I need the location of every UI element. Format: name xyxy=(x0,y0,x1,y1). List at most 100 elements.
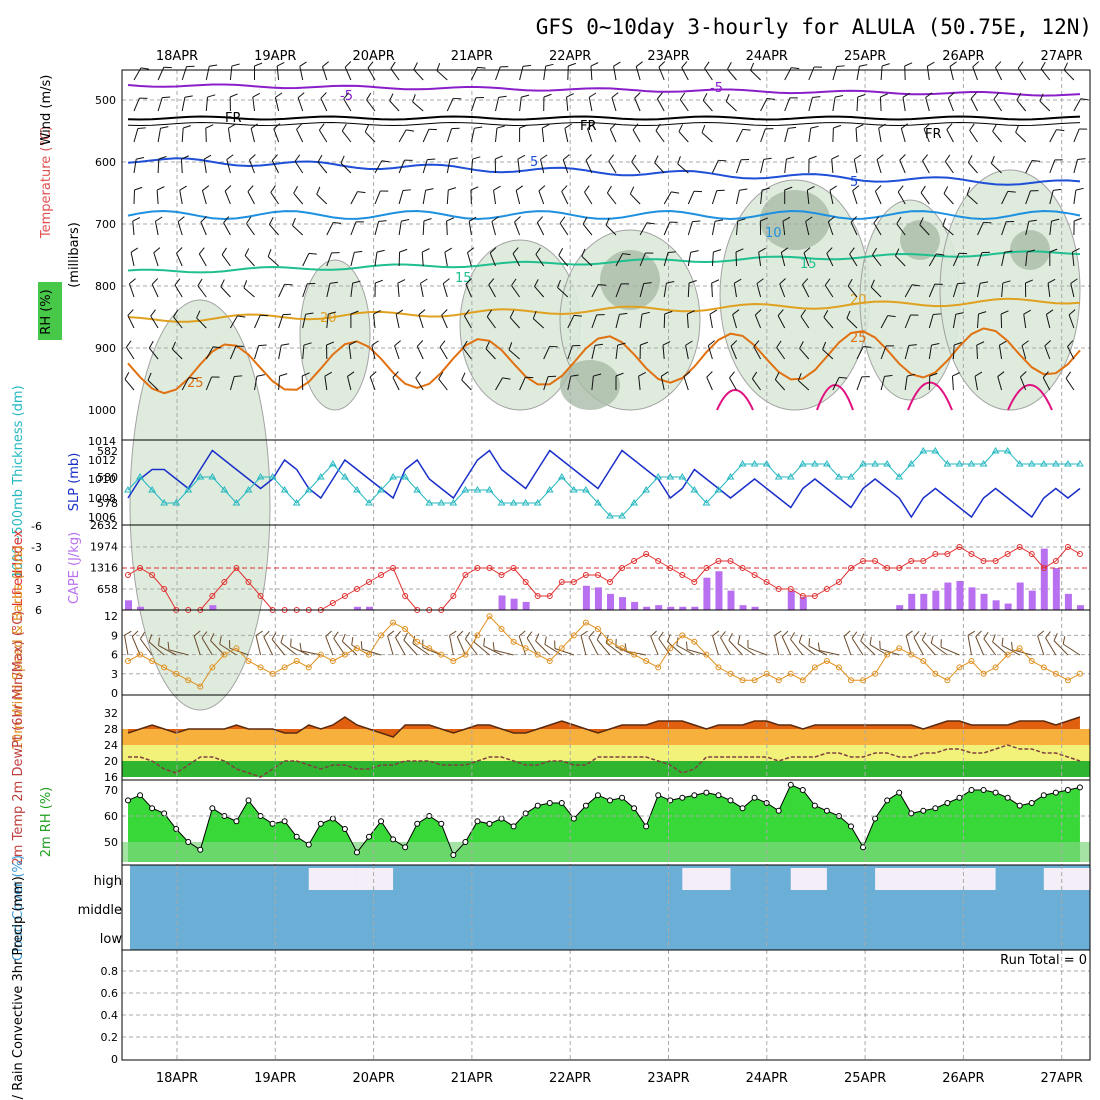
wind-barb xyxy=(952,344,955,360)
li-marker xyxy=(932,551,939,557)
thickness-marker xyxy=(160,499,169,506)
wind-barb-flag xyxy=(849,247,855,255)
wind-barb xyxy=(1044,345,1051,360)
precip-tick: 0.6 xyxy=(101,987,119,1000)
wind-barb-flag xyxy=(340,155,345,164)
wind10-marker xyxy=(209,664,216,671)
wind-barb xyxy=(180,158,183,174)
wind-barb-flag xyxy=(901,123,909,129)
wind-barb-flag xyxy=(446,217,455,222)
wind-barb xyxy=(483,645,502,656)
wind-barb-flag xyxy=(538,185,546,192)
wind-barb xyxy=(201,190,207,205)
wind-barb xyxy=(292,225,304,236)
wind-barb xyxy=(639,222,648,236)
wind-barb-flag xyxy=(562,154,570,161)
wind-barb xyxy=(969,130,978,143)
wind-barb xyxy=(976,344,978,360)
thickness-marker xyxy=(365,499,373,506)
rh-marker xyxy=(305,841,312,848)
wind-barb xyxy=(803,252,810,267)
wind-barb xyxy=(446,98,454,112)
wind-barb-flag xyxy=(343,92,349,100)
wind-barb xyxy=(133,159,137,174)
wind-barb xyxy=(364,131,376,143)
thickness-marker xyxy=(244,486,253,493)
wind-barb xyxy=(316,193,328,205)
wind-barb-flag xyxy=(635,61,643,67)
wind-barb-flag xyxy=(904,62,913,67)
wind-barb xyxy=(899,159,906,174)
cloud-high-gap xyxy=(790,868,827,890)
wind-barb-flag xyxy=(873,216,880,224)
wind-barb xyxy=(519,66,524,81)
wind-barb-flag xyxy=(606,185,612,194)
wind-barb xyxy=(422,190,427,205)
wind-barb-flag xyxy=(970,92,977,99)
li-marker xyxy=(137,565,144,571)
wind-barb-flag xyxy=(725,93,730,102)
wind-barb-flag xyxy=(271,154,278,161)
thickness-marker xyxy=(666,473,675,480)
wind-barb-flag xyxy=(492,642,495,651)
wind-barb-flag xyxy=(317,154,323,163)
wind10-marker xyxy=(269,670,276,677)
wind-barb-flag xyxy=(1039,93,1044,102)
date-label-bottom: 24APR xyxy=(746,1071,788,1086)
thickness-marker xyxy=(786,473,795,480)
li-tick: 3 xyxy=(35,583,42,596)
wind-barb-flag xyxy=(685,340,693,346)
wind-barb xyxy=(536,222,545,236)
wind-barb xyxy=(638,376,641,391)
wind-barb-flag xyxy=(972,61,980,68)
temp-contour-30 xyxy=(1007,384,1053,411)
wind-barb xyxy=(1016,99,1027,112)
cape-bar xyxy=(751,606,759,610)
wind-barb-flag xyxy=(390,61,396,69)
wind-barb-flag xyxy=(299,61,307,67)
wind10-marker xyxy=(522,645,529,652)
wind-barb-flag xyxy=(247,185,254,192)
wind-barb xyxy=(223,222,231,236)
wind-barb xyxy=(832,97,836,112)
wind-barb xyxy=(760,159,765,174)
wind-barb xyxy=(790,638,804,656)
temp-contour xyxy=(127,115,1081,121)
thickness-tick: 578 xyxy=(97,497,118,510)
wind-barb-flag xyxy=(540,154,548,160)
wind-barb-flag xyxy=(519,124,528,129)
wind-barb-flag xyxy=(148,340,154,349)
wind-barb-flag xyxy=(707,340,715,347)
wind-barb-flag xyxy=(824,278,831,286)
wind-barb-flag xyxy=(156,186,165,191)
wind-barb-flag xyxy=(294,154,301,162)
wind-barb xyxy=(782,221,786,236)
date-label-bottom: 20APR xyxy=(352,1071,394,1086)
wind-barb-flag xyxy=(664,310,673,315)
thickness-marker xyxy=(618,512,626,519)
wind-barb-flag xyxy=(184,95,193,98)
wind-barb-flag xyxy=(619,312,628,315)
slp-tick: 1006 xyxy=(88,511,116,524)
wind-barb-flag xyxy=(692,220,701,223)
wind-barb xyxy=(422,129,430,143)
wind-barb xyxy=(463,315,472,329)
wind-barb xyxy=(348,345,352,360)
wind-barb-flag xyxy=(403,632,408,641)
wind-barb-flag xyxy=(256,374,265,377)
cape-bar xyxy=(366,606,373,610)
temp-contour xyxy=(127,209,1081,221)
precip-tick: 0.8 xyxy=(101,965,119,978)
li-marker xyxy=(655,558,662,564)
wind-barb xyxy=(615,253,624,267)
wind-barb xyxy=(977,283,981,298)
li-marker xyxy=(703,565,710,571)
wind-barb xyxy=(566,97,569,112)
wind-barb xyxy=(1023,314,1027,329)
temp-line xyxy=(127,716,1081,738)
wind10-marker xyxy=(462,651,469,658)
wind-barb xyxy=(540,159,545,174)
li-tick: 6 xyxy=(35,604,42,617)
date-label-top: 27APR xyxy=(1041,49,1083,64)
thickness-marker xyxy=(907,460,916,467)
